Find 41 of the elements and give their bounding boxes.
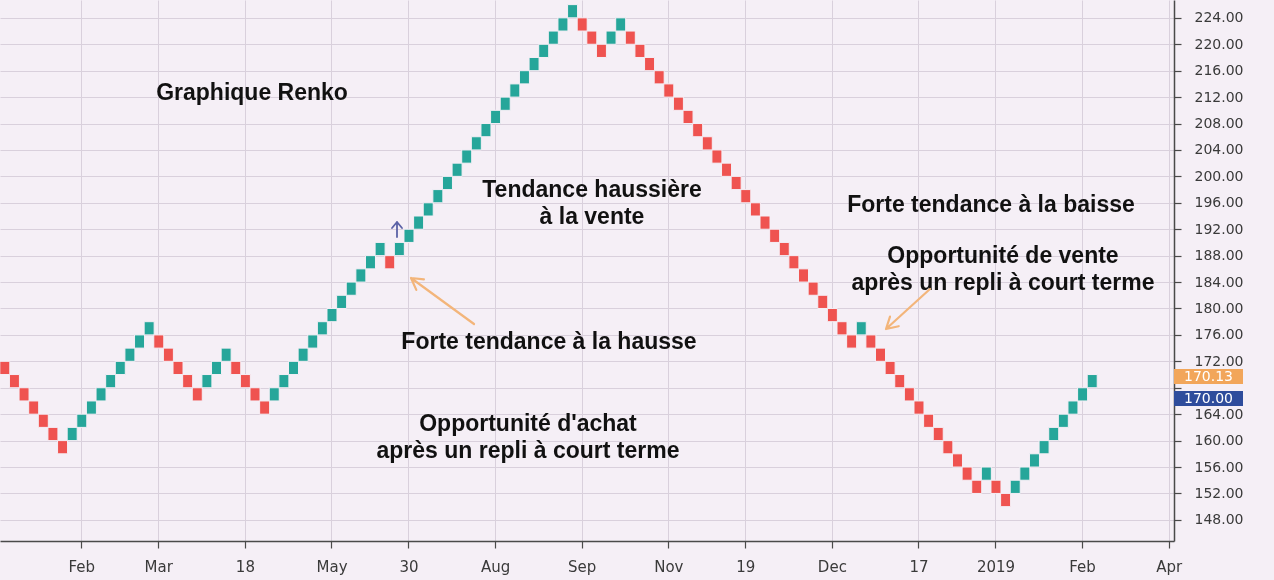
y-tick-label: 176.00 xyxy=(1194,326,1244,343)
x-tick-label: Nov xyxy=(654,557,684,576)
x-tick-label: 19 xyxy=(736,557,756,576)
y-tick-label: 200.00 xyxy=(1194,167,1244,184)
annotation: Tendance haussière à la vente xyxy=(482,176,702,229)
y-tick-label: 180.00 xyxy=(1194,299,1244,316)
y-tick-label: 208.00 xyxy=(1194,115,1244,132)
x-tick-label: Dec xyxy=(817,557,847,576)
y-tick-label: 196.00 xyxy=(1194,194,1244,211)
x-tick-label: Feb xyxy=(1069,557,1096,576)
x-tick-label: 17 xyxy=(909,557,929,576)
y-tick-label: 156.00 xyxy=(1194,458,1244,475)
y-tick-label: 160.00 xyxy=(1194,432,1244,449)
x-tick-label: Mar xyxy=(144,557,174,576)
y-tick-label: 212.00 xyxy=(1194,88,1244,105)
y-tick-label: 220.00 xyxy=(1194,35,1244,52)
annotation: Opportunité de vente après un repli à court terme xyxy=(851,242,1155,295)
text: Graphique Renko xyxy=(156,79,348,105)
x-tick-label: Aug xyxy=(480,557,511,576)
x-tick-label: Feb xyxy=(68,557,96,576)
y-tick-label: 216.00 xyxy=(1194,62,1244,79)
y-tick-label: 164.00 xyxy=(1194,405,1244,422)
annotation: Opportunité d'achat après un repli à court terme xyxy=(376,410,680,463)
annotation: Forte tendance à la hausse xyxy=(401,328,697,354)
y-tick-label: 188.00 xyxy=(1194,247,1244,264)
x-tick-label: Apr xyxy=(1156,557,1183,576)
y-tick-label: 148.00 xyxy=(1194,511,1244,528)
y-tick-label: 152.00 xyxy=(1194,484,1244,501)
y-tick-label: 184.00 xyxy=(1194,273,1244,290)
y-tick-label: 224.00 xyxy=(1194,9,1244,26)
y-tick-label: 204.00 xyxy=(1194,141,1244,158)
x-tick-label: 30 xyxy=(399,557,419,576)
annotation: Forte tendance à la baisse xyxy=(847,191,1135,217)
x-tick-label: 18 xyxy=(235,557,255,576)
text: 170.00 xyxy=(1184,389,1233,406)
x-tick-label: Sep xyxy=(568,557,597,576)
text: 170.13 xyxy=(1184,367,1233,384)
x-tick-label: May xyxy=(316,557,348,576)
y-tick-label: 192.00 xyxy=(1194,220,1244,237)
x-tick-label: 2019 xyxy=(976,557,1016,576)
y-tick-label: 172.00 xyxy=(1194,352,1244,369)
